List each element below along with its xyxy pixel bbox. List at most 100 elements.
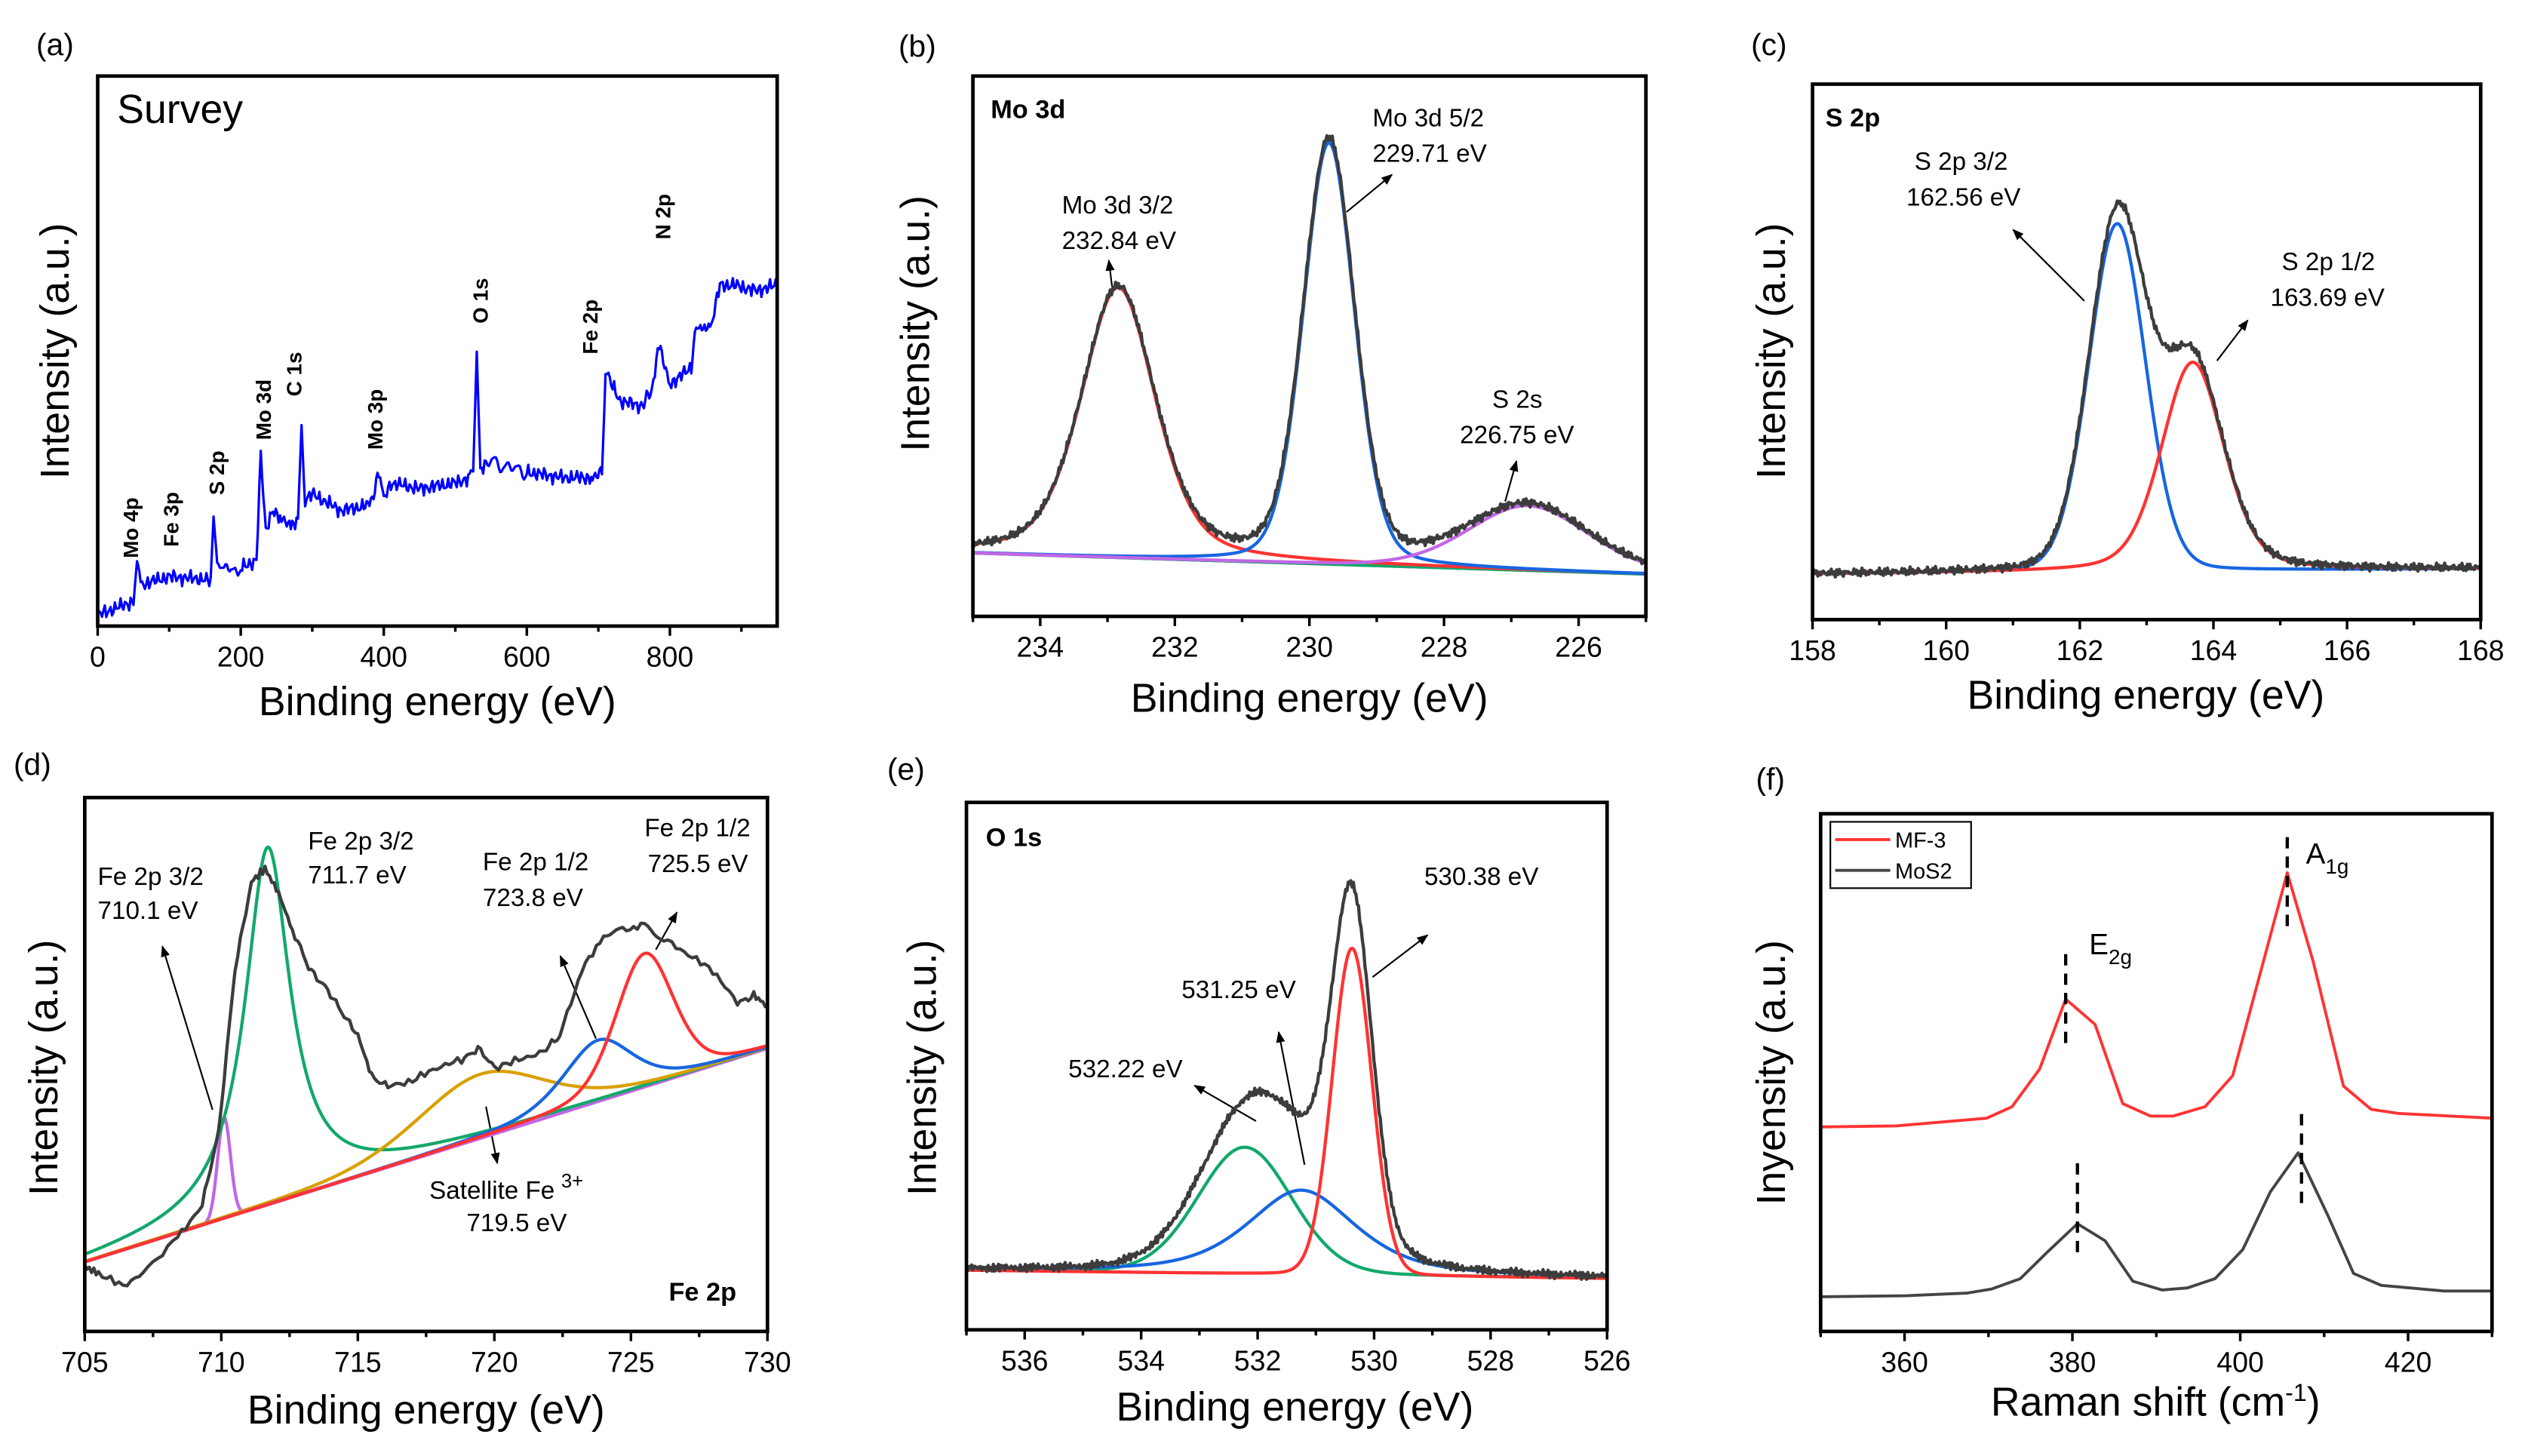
- fit-component: [972, 504, 1646, 565]
- annotation: 725.5 eV: [648, 850, 749, 878]
- fit-component: [84, 951, 768, 1264]
- annotation: 530.38 eV: [1424, 863, 1539, 891]
- arrow: [1346, 174, 1393, 213]
- x-tick-label: 164: [2190, 634, 2238, 666]
- annotation: S 2p 1/2: [2282, 248, 2376, 276]
- legend-label: MoS2: [1895, 859, 1952, 883]
- x-tick-label: 360: [1881, 1346, 1928, 1378]
- x-axis-title-main: Raman shift (cm: [1991, 1379, 2285, 1424]
- plot-area: [97, 277, 778, 619]
- annotation: Mo 3d 5/2: [1372, 104, 1484, 132]
- envelope-curve: [84, 865, 768, 1288]
- arrow: [2216, 319, 2249, 361]
- x-tick-label: 200: [217, 641, 265, 673]
- arrow: [2012, 229, 2085, 302]
- annotation: 723.8 eV: [483, 884, 584, 912]
- y-axis-title: Intensity (a.u.): [21, 939, 66, 1196]
- peak-label-c1s: C 1s: [283, 352, 306, 397]
- annotation: 532.22 eV: [1068, 1055, 1183, 1083]
- envelope-curve: [972, 134, 1646, 566]
- annotation: 719.5 eV: [466, 1209, 567, 1237]
- annotation: Fe 2p 3/2: [308, 828, 413, 855]
- annotation: 226.75 eV: [1460, 422, 1574, 450]
- x-tick-label: 534: [1117, 1344, 1165, 1376]
- fit-component: [1812, 222, 2481, 576]
- annotation-main: Satellite Fe: [429, 1177, 554, 1205]
- panel-letter: (d): [14, 747, 51, 782]
- y-axis-title: Intensity (a.u.): [1749, 223, 1794, 480]
- panel-title: Survey: [117, 87, 243, 132]
- annotation: Fe 2p 3/2: [98, 863, 204, 891]
- panel-letter: (f): [1756, 761, 1785, 796]
- x-axis-title: Binding energy (eV): [1131, 676, 1488, 721]
- x-axis-title: Binding energy (eV): [1967, 672, 2324, 717]
- x-tick-label: 166: [2324, 634, 2371, 666]
- plot-frame: [971, 74, 1648, 619]
- x-tick-label: 530: [1350, 1344, 1398, 1376]
- peak-label-fe3p: Fe 3p: [160, 492, 183, 547]
- x-tick-label: 705: [61, 1346, 109, 1378]
- plot-area: [966, 879, 1608, 1281]
- annotation: 163.69 eV: [2270, 284, 2385, 312]
- plot-area: [84, 845, 768, 1288]
- x-tick-label: 380: [2049, 1346, 2096, 1378]
- panel-letter: (b): [898, 29, 936, 63]
- panel-title: Fe 2p: [668, 1278, 736, 1307]
- y-axis-title: Intensity (a.u.): [893, 195, 938, 452]
- peak-label-mo3d: Mo 3d: [252, 379, 275, 440]
- x-tick-label: 228: [1421, 631, 1468, 663]
- arrow: [1105, 259, 1115, 287]
- x-axis-title: Binding energy (eV): [247, 1387, 605, 1433]
- annotation: Fe 2p 1/2: [644, 815, 750, 843]
- annotation: 531.25 eV: [1181, 976, 1296, 1004]
- peak-label-mo4p: Mo 4p: [119, 497, 143, 558]
- y-axis-title: Intensity (a.u.): [899, 939, 945, 1196]
- legend: MF-3 MoS2: [1829, 821, 1972, 889]
- mode-label-sub: 2g: [2109, 945, 2132, 969]
- arrow: [1372, 934, 1429, 978]
- plot-frame: [964, 800, 1609, 1332]
- plot-frame: [1818, 812, 2494, 1334]
- fit-component: [84, 845, 768, 1256]
- peak-label-s2p: S 2p: [205, 450, 229, 495]
- x-tick-label: 160: [1922, 634, 1970, 666]
- arrow: [559, 954, 597, 1040]
- arrow: [1193, 1084, 1257, 1123]
- x-tick-label: 234: [1017, 631, 1064, 663]
- x-axis-title-end: ): [2307, 1379, 2321, 1424]
- peak-label-n2p: N 2p: [652, 194, 675, 239]
- arrow: [655, 911, 678, 951]
- annotation: Fe 2p 1/2: [483, 849, 588, 877]
- peak-label-mo3p: Mo 3p: [364, 389, 387, 450]
- x-tick-label: 715: [334, 1346, 382, 1378]
- plot-a: 0 200 400 600 800: [90, 74, 779, 673]
- x-tick-label: 226: [1555, 631, 1602, 663]
- annotation-sup: 3+: [561, 1171, 583, 1192]
- panel-c: (c) S 2p Binding energy (eV) Intensity (…: [1749, 27, 2385, 717]
- data-series: [1820, 1151, 2493, 1298]
- panel-b: (b) Mo 3d Binding energy (eV) Intensity …: [893, 29, 1575, 720]
- data-series: [97, 277, 778, 619]
- plot-area: [972, 134, 1646, 576]
- arrow: [161, 945, 213, 1110]
- arrow: [1276, 1031, 1306, 1166]
- x-tick-label: 232: [1151, 631, 1199, 663]
- peak-label-fe2p: Fe 2p: [579, 299, 602, 355]
- envelope-curve: [1812, 199, 2481, 579]
- x-tick-label: 725: [607, 1346, 655, 1378]
- fit-component: [1812, 361, 2481, 576]
- mode-label-a1g: A1g: [2306, 838, 2349, 878]
- x-tick-label: 528: [1467, 1344, 1515, 1376]
- plot-b: 234 232 230 228 226: [971, 74, 1648, 663]
- fit-component: [966, 1145, 1608, 1280]
- panel-letter: (c): [1751, 27, 1787, 62]
- envelope-curve: [966, 879, 1608, 1281]
- y-axis-title: Inyensity (a.u.): [1749, 940, 1794, 1206]
- panel-e: (e) O 1s Binding energy (eV) Intensity (…: [887, 752, 1539, 1430]
- panel-letter: (a): [36, 27, 74, 62]
- annotation: Mo 3d 3/2: [1062, 192, 1174, 220]
- x-tick-label: 800: [647, 641, 694, 673]
- panel-title: S 2p: [1826, 103, 1880, 132]
- x-tick-label: 0: [90, 641, 106, 673]
